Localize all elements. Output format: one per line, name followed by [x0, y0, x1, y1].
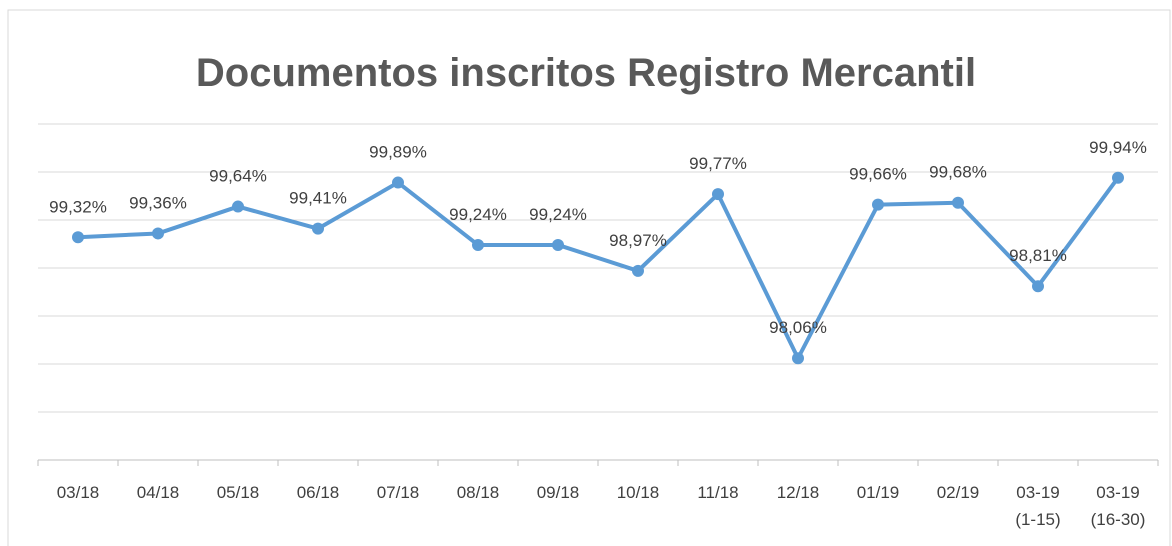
- x-tick-label: 11/18: [697, 483, 738, 502]
- marker: [792, 352, 804, 365]
- x-tick-label: 01/19: [857, 483, 900, 502]
- x-tick-label: 09/18: [537, 483, 580, 502]
- x-tick-label: 03/18: [57, 483, 100, 502]
- x-tick-label: 03-19 (1-15): [1015, 483, 1060, 529]
- chart-border: [7, 9, 1171, 546]
- x-tick-label: 03-19 (16-30): [1091, 483, 1146, 529]
- chart-title: Documentos inscritos Registro Mercantil: [196, 51, 976, 95]
- data-label: 99,66%: [849, 165, 907, 184]
- data-label: 99,41%: [289, 189, 347, 208]
- marker: [232, 200, 244, 213]
- marker: [72, 231, 84, 244]
- data-label: 99,89%: [369, 143, 427, 162]
- marker: [872, 198, 884, 211]
- line: [77, 176, 1120, 361]
- data-label: 99,24%: [449, 205, 507, 224]
- x-tick-label: 06/18: [297, 483, 340, 502]
- x-tick-label: 05/18: [217, 483, 260, 502]
- data-label: 98,81%: [1009, 246, 1067, 265]
- marker: [312, 222, 324, 235]
- marker: [952, 196, 964, 209]
- marker: [552, 238, 564, 251]
- marker: [472, 238, 484, 251]
- marker: [1032, 280, 1044, 293]
- data-label: 99,68%: [929, 163, 987, 182]
- x-tick-label: 04/18: [137, 483, 180, 502]
- data-label: 99,32%: [49, 197, 107, 216]
- x-tick-label: 10/18: [617, 483, 660, 502]
- data-label: 99,24%: [529, 205, 587, 224]
- data-label: 99,64%: [209, 167, 267, 186]
- data-label: 98,97%: [609, 231, 667, 250]
- marker: [712, 188, 724, 201]
- marker: [392, 176, 404, 189]
- data-label: 99,36%: [129, 193, 187, 212]
- data-label: 99,77%: [689, 154, 747, 173]
- x-tick-label: 07/18: [377, 483, 420, 502]
- marker: [1112, 171, 1124, 184]
- marker: [632, 264, 644, 277]
- data-label: 99,94%: [1089, 138, 1147, 157]
- data-label: 98,06%: [769, 318, 827, 337]
- x-tick-label: 12/18: [777, 483, 820, 502]
- x-tick-label: 02/19: [937, 483, 980, 502]
- marker: [152, 227, 164, 240]
- x-tick-label: 08/18: [457, 483, 500, 502]
